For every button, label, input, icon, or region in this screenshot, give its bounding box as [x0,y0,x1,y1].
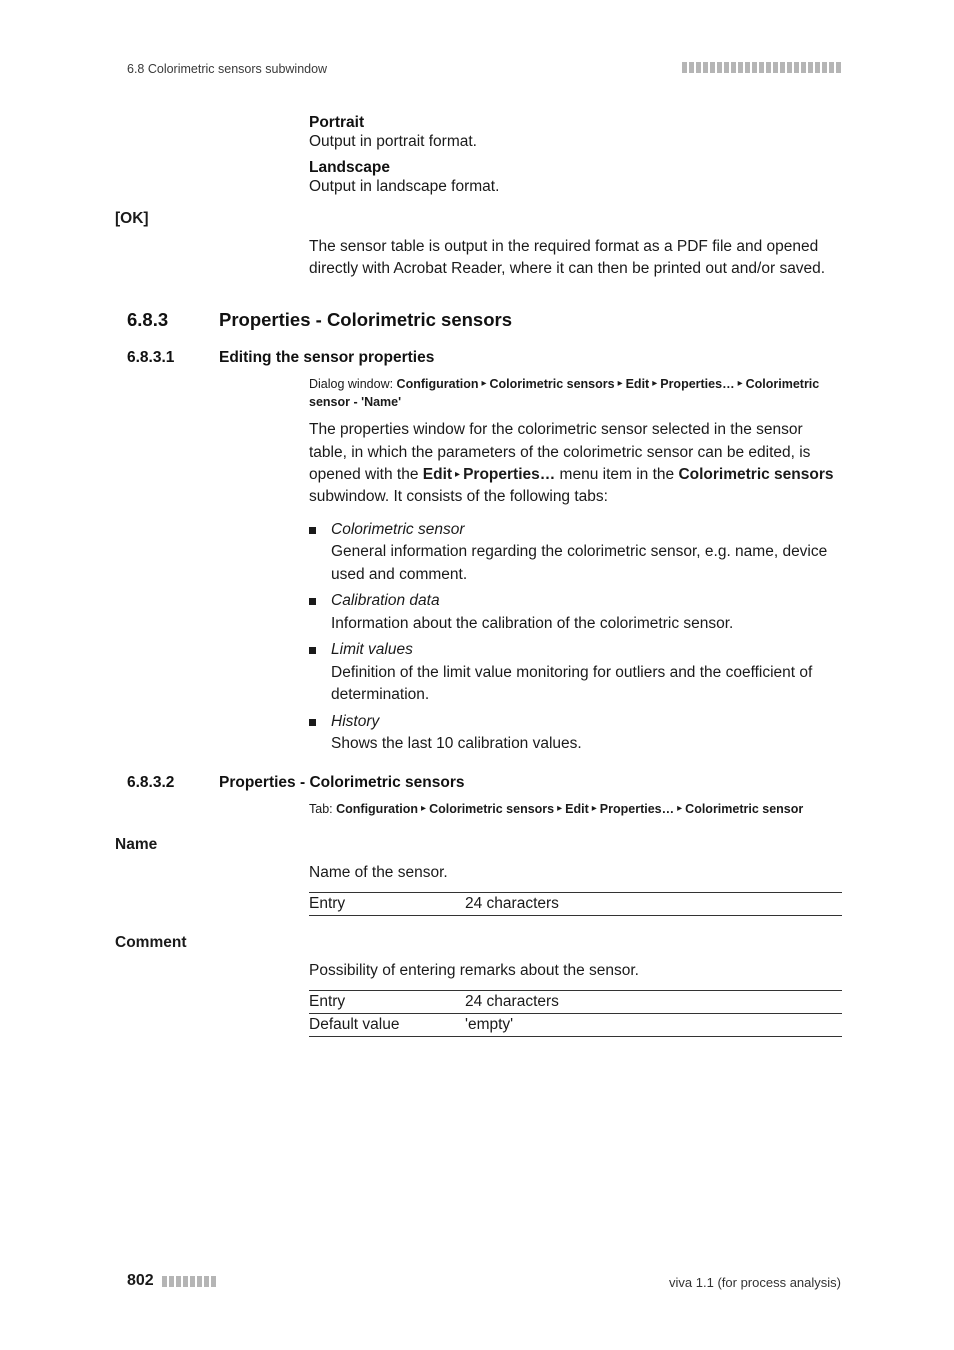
crumb-part: Edit [565,802,589,816]
triangle-icon: ▸ [738,377,743,392]
heading-6832: 6.8.3.2 Properties - Colorimetric sensor… [127,774,841,792]
name-field-label: Name [115,836,841,854]
bullet-item: History Shows the last 10 calibration val… [309,711,841,756]
ok-label: [OK] [115,210,841,228]
heading-6831-num: 6.8.3.1 [127,349,219,367]
heading-6831: 6.8.3.1 Editing the sensor properties [127,349,841,367]
bullet-title: Limit values [331,641,413,658]
table-row: Default value'empty' [309,1013,842,1036]
crumb-part: Colorimetric sensors [490,377,615,391]
landscape-term: Landscape [309,159,841,177]
footer-doc-label: viva 1.1 (for process analysis) [669,1275,841,1290]
page-number: 802 [127,1272,154,1290]
spec-key: Default value [309,1013,465,1036]
spec-value: 24 characters [465,990,842,1013]
comment-field-desc: Possibility of entering remarks about th… [309,962,841,980]
triangle-icon: ▸ [481,377,486,392]
name-field-desc: Name of the sensor. [309,864,841,882]
portrait-desc: Output in portrait format. [309,132,841,153]
comment-field-label: Comment [115,934,841,952]
bullet-desc: Definition of the limit value monitoring… [331,664,812,703]
menu-edit: Edit [423,466,452,483]
triangle-icon: ▸ [618,377,623,392]
bullet-item: Colorimetric sensor General information r… [309,519,841,586]
spec-value: 24 characters [465,892,842,915]
heading-6831-title: Editing the sensor properties [219,349,434,367]
header-decoration [682,62,841,73]
header-section-label: 6.8 Colorimetric sensors subwindow [127,62,327,76]
page-content: Portrait Output in portrait format. Land… [127,108,841,1037]
menu-properties: Properties… [463,466,555,483]
triangle-icon: ▸ [592,802,597,817]
crumb-part: Configuration [336,802,418,816]
crumb-part: Properties… [660,377,734,391]
tab-bullets: Colorimetric sensor General information r… [309,519,841,756]
para-text: menu item in the [555,466,678,483]
triangle-icon: ▸ [557,802,562,817]
bullet-item: Limit values Definition of the limit valu… [309,639,841,706]
crumb-part: Colorimetric sensors [429,802,554,816]
table-row: Entry24 characters [309,990,842,1013]
heading-683: 6.8.3 Properties - Colorimetric sensors [127,309,841,331]
crumb-prefix: Dialog window: [309,377,397,391]
comment-spec-table: Entry24 charactersDefault value'empty' [309,990,842,1037]
bullet-desc: General information regarding the colori… [331,543,827,582]
crumb-part: Properties… [600,802,674,816]
spec-key: Entry [309,892,465,915]
ok-text: The sensor table is output in the requir… [309,236,841,281]
bullet-desc: Shows the last 10 calibration values. [331,735,582,752]
bullet-title: History [331,713,379,730]
heading-683-num: 6.8.3 [127,309,219,331]
triangle-icon: ▸ [455,468,460,483]
bullet-item: Calibration data Information about the ca… [309,590,841,635]
orientation-block: Portrait Output in portrait format. Land… [309,114,841,198]
crumb-part: Colorimetric sensor [685,802,803,816]
heading-6832-num: 6.8.3.2 [127,774,219,792]
triangle-icon: ▸ [652,377,657,392]
triangle-icon: ▸ [421,802,426,817]
para-text: subwindow. It consists of the following … [309,488,608,505]
bullet-desc: Information about the calibration of the… [331,615,733,632]
page: 6.8 Colorimetric sensors subwindow Portr… [0,0,954,1350]
crumb-6831: Dialog window: Configuration▸Colorimetri… [309,375,841,411]
portrait-term: Portrait [309,114,841,132]
heading-683-title: Properties - Colorimetric sensors [219,309,512,331]
crumb-part: Edit [626,377,650,391]
crumb-prefix: Tab: [309,802,336,816]
landscape-desc: Output in landscape format. [309,177,841,198]
table-row: Entry24 characters [309,892,842,915]
spec-key: Entry [309,990,465,1013]
bullet-title: Colorimetric sensor [331,521,465,538]
footer-left: 802 [127,1272,216,1290]
spec-value: 'empty' [465,1013,842,1036]
para-6831: The properties window for the colorimetr… [309,419,841,509]
heading-6832-title: Properties - Colorimetric sensors [219,774,465,792]
bold-sensors: Colorimetric sensors [678,466,833,483]
footer-decoration [162,1276,216,1287]
crumb-6832: Tab: Configuration▸Colorimetric sensors▸… [309,800,841,818]
name-spec-table: Entry24 characters [309,892,842,916]
bullet-title: Calibration data [331,592,440,609]
crumb-part: Configuration [397,377,479,391]
triangle-icon: ▸ [677,802,682,817]
